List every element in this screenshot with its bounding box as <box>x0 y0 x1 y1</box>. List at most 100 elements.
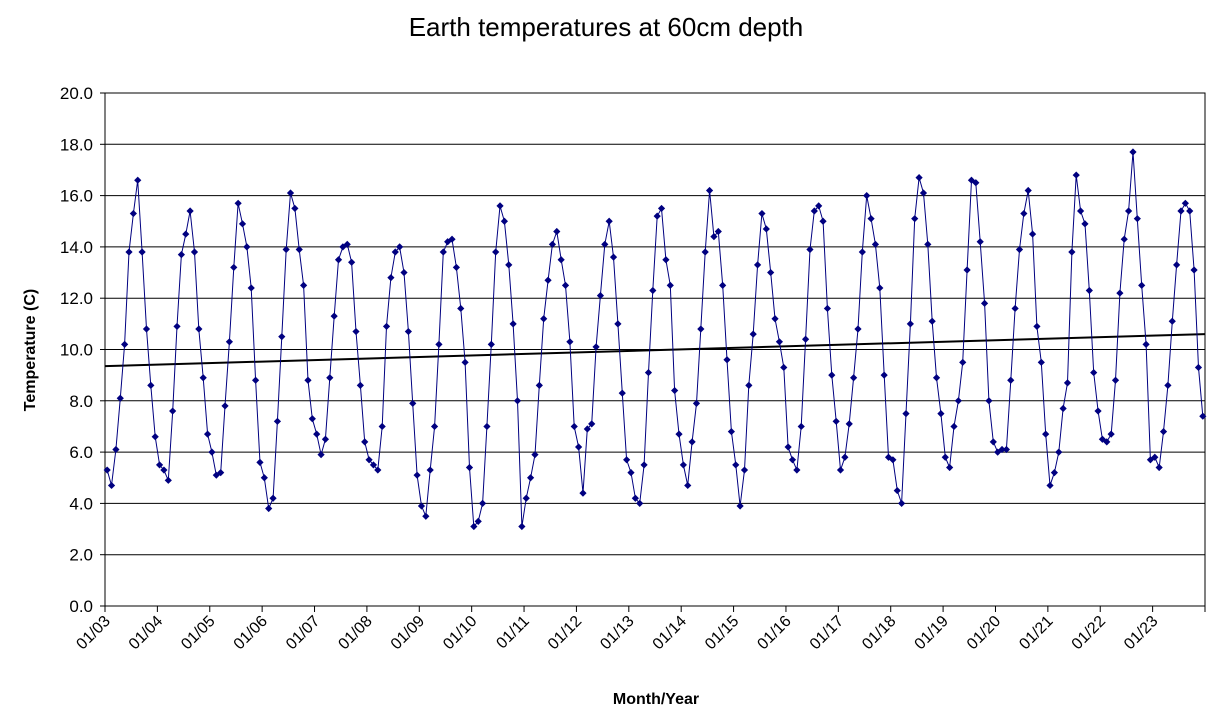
data-point <box>727 427 735 436</box>
data-point <box>806 245 814 254</box>
data-point <box>631 494 639 502</box>
x-tick-label: 01/10 <box>440 613 480 653</box>
data-point <box>788 456 797 464</box>
data-point <box>382 322 391 331</box>
data-point <box>134 176 142 184</box>
data-point <box>841 453 849 461</box>
data-point <box>753 261 762 269</box>
data-point <box>911 215 919 223</box>
data-point <box>391 248 399 256</box>
data-point <box>889 456 897 464</box>
data-point <box>579 489 587 497</box>
data-point <box>234 199 242 207</box>
data-point <box>169 407 177 415</box>
x-axis-ticks: 01/03 01/04 01/05 01/06 01/07 01/08 01/09 01/10… <box>73 606 1206 653</box>
data-point <box>880 371 888 379</box>
data-point <box>269 494 277 502</box>
data-point <box>417 502 426 510</box>
data-point <box>1042 430 1050 438</box>
data-point <box>1151 453 1159 461</box>
y-tick-label: 8.0 <box>69 392 93 411</box>
y-tick-label: 2.0 <box>69 546 93 565</box>
data-point <box>422 512 430 520</box>
data-point <box>435 340 443 348</box>
data-point <box>719 281 727 289</box>
data-point <box>1181 199 1189 207</box>
data-point <box>1125 207 1133 215</box>
data-point <box>705 186 714 195</box>
data-point <box>230 263 238 272</box>
data-point <box>671 386 679 395</box>
data-point <box>1094 407 1102 415</box>
data-point <box>832 417 840 425</box>
y-axis-label: Temperature (C) <box>22 289 39 411</box>
data-point <box>369 461 378 469</box>
data-point <box>304 376 312 384</box>
data-point <box>692 399 701 407</box>
data-point <box>1002 445 1010 454</box>
data-point <box>155 461 164 469</box>
data-point <box>470 522 478 531</box>
data-point <box>313 430 321 438</box>
data-point <box>902 410 910 418</box>
data-point <box>182 230 190 238</box>
data-markers <box>103 148 1207 531</box>
data-point <box>657 204 666 213</box>
data-point <box>177 250 185 259</box>
data-point <box>679 461 687 469</box>
data-point <box>941 453 949 461</box>
data-point <box>649 286 657 295</box>
data-point <box>1116 289 1124 297</box>
data-point <box>723 356 731 364</box>
data-point <box>850 374 858 382</box>
data-point <box>1120 235 1128 243</box>
data-point <box>1111 376 1120 384</box>
x-tick-label: 01/15 <box>702 613 742 653</box>
data-point <box>858 248 866 256</box>
data-point <box>566 338 574 346</box>
data-point <box>601 240 609 248</box>
data-point <box>430 422 439 431</box>
data-point <box>483 422 491 431</box>
data-point <box>976 238 984 246</box>
data-point <box>871 240 880 248</box>
x-tick-label: 01/17 <box>807 613 847 653</box>
data-point <box>548 240 557 248</box>
data-point <box>396 243 404 251</box>
data-point <box>334 256 343 264</box>
data-point <box>321 435 330 443</box>
data-point <box>531 451 539 459</box>
data-point <box>684 481 692 490</box>
data-point <box>251 376 260 384</box>
data-point <box>762 225 770 233</box>
x-axis-label: Month/Year <box>613 691 699 708</box>
data-point <box>653 212 661 220</box>
data-point <box>400 268 408 277</box>
data-point <box>465 463 474 472</box>
data-point <box>959 358 967 366</box>
data-point <box>994 448 1002 456</box>
data-point <box>1098 435 1107 443</box>
data-point <box>1129 148 1137 156</box>
data-point <box>758 209 766 218</box>
x-tick-label: 01/09 <box>388 613 428 653</box>
data-point <box>1081 220 1089 228</box>
data-point <box>387 274 395 282</box>
data-point <box>256 458 264 466</box>
data-point <box>160 466 168 474</box>
data-point <box>461 358 469 366</box>
data-point <box>924 240 932 248</box>
data-point <box>553 227 561 236</box>
y-tick-label: 16.0 <box>60 187 93 206</box>
x-tick-label: 01/08 <box>335 613 375 653</box>
data-point <box>452 263 460 272</box>
data-point <box>540 315 548 323</box>
data-point <box>1024 186 1032 195</box>
data-point <box>1015 245 1024 254</box>
data-point <box>339 243 347 251</box>
data-point <box>915 174 923 182</box>
data-point <box>260 474 268 482</box>
data-point <box>208 448 216 456</box>
data-point <box>1173 261 1181 269</box>
data-point <box>513 397 522 405</box>
